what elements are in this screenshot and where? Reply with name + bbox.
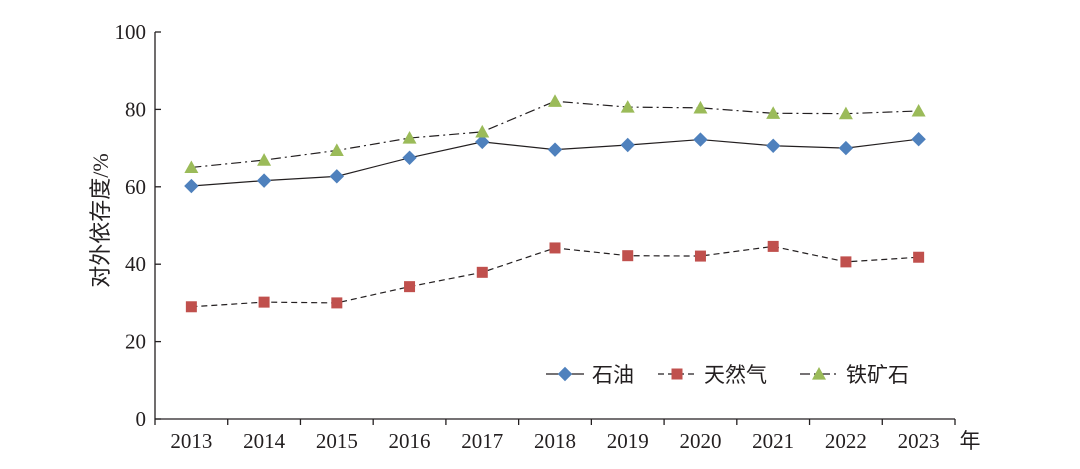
- series-triangle: [184, 94, 926, 174]
- data-point: [475, 134, 490, 150]
- data-point: [765, 138, 781, 153]
- x-tick-label: 2021: [752, 429, 794, 453]
- data-point: [911, 131, 926, 147]
- x-tick-label: 2015: [316, 429, 358, 453]
- series-layer: [184, 94, 926, 313]
- x-tick-label: 2017: [461, 429, 503, 453]
- legend-item: 铁矿石: [800, 363, 909, 387]
- data-point: [258, 296, 270, 308]
- x-tick-label: 2016: [389, 429, 431, 453]
- series-square: [185, 240, 925, 313]
- data-point: [548, 94, 562, 107]
- legend-label: 石油: [592, 363, 634, 387]
- legend-item: 天然气: [658, 363, 767, 387]
- data-point: [331, 297, 343, 309]
- legend-marker: [557, 366, 573, 382]
- y-tick-label: 20: [125, 330, 146, 354]
- data-point: [767, 240, 779, 252]
- data-point: [766, 106, 781, 119]
- series-line: [191, 245, 919, 308]
- data-point: [693, 100, 708, 114]
- data-point: [184, 178, 199, 194]
- data-point: [256, 173, 272, 188]
- data-point: [840, 256, 852, 268]
- data-point: [549, 242, 561, 254]
- data-point: [693, 132, 708, 147]
- x-tick-label: 2018: [534, 429, 576, 453]
- x-tick-label: 2013: [170, 429, 212, 453]
- y-tick-label: 100: [115, 20, 147, 44]
- data-point: [476, 266, 488, 278]
- y-tick-label: 60: [125, 175, 146, 199]
- data-point: [838, 106, 853, 120]
- x-tick-label: 2019: [607, 429, 649, 453]
- y-tick-label: 40: [125, 252, 146, 276]
- data-point: [475, 124, 490, 138]
- data-point: [257, 153, 272, 166]
- x-tick-label: 2020: [679, 429, 721, 453]
- legend-marker: [671, 368, 683, 380]
- data-point: [404, 281, 416, 293]
- data-point: [402, 150, 417, 165]
- legend-label: 天然气: [704, 363, 767, 387]
- data-point: [329, 143, 344, 157]
- data-point: [620, 100, 635, 113]
- y-axis-label: 对外依存度/%: [88, 153, 113, 287]
- data-point: [184, 160, 199, 174]
- data-point: [329, 169, 345, 184]
- x-tick-label: 2022: [825, 429, 867, 453]
- y-tick-label: 0: [136, 407, 147, 431]
- y-tick-label: 80: [125, 97, 146, 121]
- x-tick-label: 2023: [898, 429, 940, 453]
- x-tick-label: 2014: [243, 429, 286, 453]
- data-point: [838, 140, 854, 156]
- series-diamond: [184, 131, 926, 194]
- data-point: [402, 131, 417, 144]
- legend-item: 石油: [546, 363, 634, 387]
- series-line: [191, 100, 919, 169]
- data-point: [620, 137, 635, 153]
- data-point: [911, 103, 926, 117]
- data-point: [185, 301, 197, 313]
- chart-axes: 0 20 40 60 80 100 2013 2014 2015 2016 2017 2018 2019…: [115, 20, 956, 453]
- legend: 石油 天然气 铁矿石: [546, 363, 909, 387]
- data-point: [913, 251, 925, 263]
- legend-label: 铁矿石: [846, 363, 909, 387]
- legend-marker: [812, 367, 826, 380]
- data-point: [622, 250, 634, 262]
- x-axis-unit-label: 年: [960, 429, 981, 453]
- data-point: [547, 142, 563, 157]
- data-point: [694, 250, 706, 262]
